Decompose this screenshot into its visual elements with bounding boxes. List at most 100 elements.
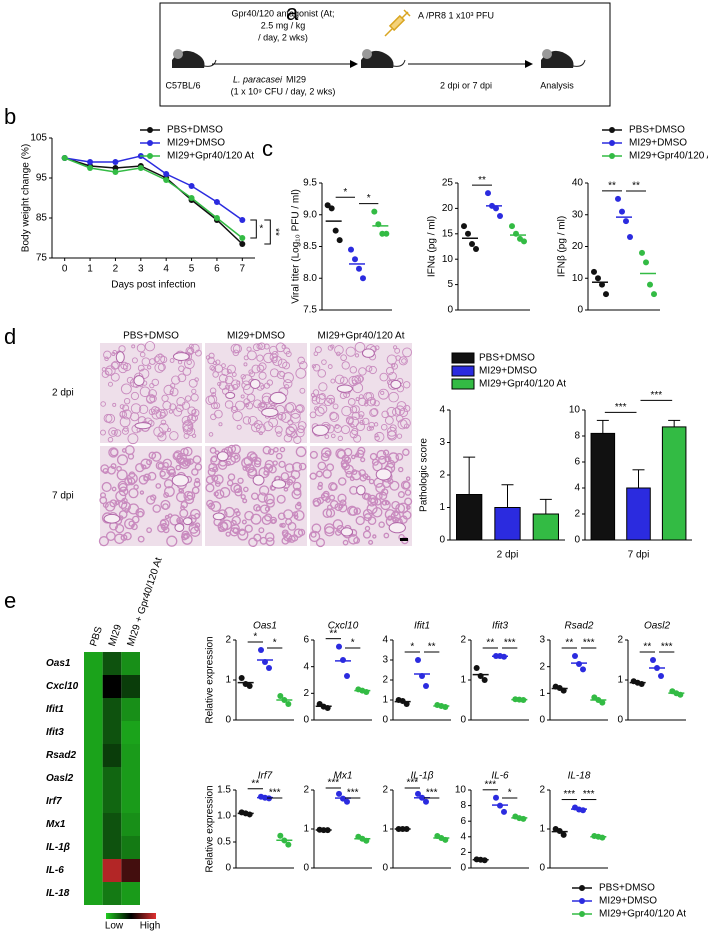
tissue: [274, 425, 283, 434]
tissue: [390, 363, 396, 368]
tissue: [229, 527, 239, 537]
tissue: [349, 476, 355, 482]
tissue: [359, 474, 367, 482]
tissue: [258, 431, 263, 436]
mouse-icon: [172, 49, 586, 68]
tissue: [237, 477, 244, 484]
tissue: [327, 345, 334, 351]
y-axis-label: Relative expression: [205, 636, 216, 723]
tissue: [340, 354, 347, 362]
tissue: [105, 365, 116, 376]
tissue: [147, 365, 152, 370]
significance-label: **: [565, 638, 573, 649]
tissue: [349, 405, 358, 414]
tissue: [362, 508, 373, 519]
tissue: [166, 535, 178, 547]
tissue: [290, 412, 301, 424]
tissue: [249, 452, 258, 462]
tissue: [214, 364, 223, 373]
vessel: [340, 527, 354, 537]
histology-row: 7 dpi: [52, 491, 74, 502]
tissue: [207, 467, 216, 477]
tissue: [341, 405, 352, 417]
tissue: [148, 451, 157, 460]
tissue: [190, 393, 199, 402]
tissue: [336, 449, 347, 460]
tissue: [355, 515, 365, 526]
significance-label: *: [259, 224, 263, 235]
data-point: [328, 205, 335, 212]
data-point: [627, 233, 633, 240]
data-point: [638, 681, 645, 687]
vessel: [115, 351, 125, 364]
y-tick-label: 0: [460, 863, 466, 874]
tissue: [311, 523, 322, 534]
tissue: [320, 452, 330, 462]
column-label: MI29: [107, 623, 124, 648]
heatmap-cell: [102, 675, 122, 698]
tissue: [189, 508, 201, 520]
tissue: [119, 410, 126, 417]
tissue: [186, 427, 196, 436]
y-tick-label: 4: [382, 635, 388, 646]
tissue: [105, 413, 116, 424]
data-point: [258, 647, 264, 653]
y-tick-label: 15: [442, 228, 454, 239]
tissue: [329, 494, 336, 501]
heatmap-cell: [102, 859, 122, 882]
tissue: [295, 404, 305, 414]
tissue: [317, 481, 323, 487]
data-point: [615, 195, 621, 202]
tissue: [247, 468, 258, 479]
tissue: [175, 455, 185, 465]
tissue: [114, 533, 125, 545]
tissue: [365, 365, 373, 373]
heatmap-cell: [121, 836, 140, 859]
tissue: [263, 493, 275, 505]
tissue: [366, 426, 372, 432]
tissue: [383, 532, 390, 539]
probiotic-species: L. paracasei: [233, 74, 283, 84]
tissue: [121, 427, 129, 435]
tissue: [212, 371, 219, 378]
tissue: [175, 464, 181, 471]
tissue: [318, 382, 328, 392]
tissue: [240, 394, 245, 399]
tissue: [155, 408, 166, 420]
x-tick-label: 0: [62, 264, 68, 275]
significance-label: *: [410, 642, 414, 653]
x-axis-label: Days post infection: [111, 280, 196, 291]
vessel: [216, 451, 229, 462]
heatmap-cell: [121, 675, 140, 698]
tissue: [283, 347, 291, 355]
tissue: [340, 462, 348, 469]
tissue: [387, 430, 398, 441]
vessel: [388, 522, 406, 534]
tissue: [404, 489, 412, 496]
tissue: [163, 479, 174, 489]
tissue: [283, 379, 293, 389]
tissue: [280, 472, 290, 481]
data-point: [473, 665, 480, 671]
tissue: [356, 422, 365, 432]
y-tick-label: 1: [539, 824, 545, 835]
tissue: [342, 539, 349, 546]
y-tick-label: 3: [439, 437, 445, 448]
tissue: [146, 394, 155, 404]
y-tick-label: 10: [455, 785, 467, 796]
tissue: [363, 392, 373, 402]
tissue: [168, 409, 174, 414]
y-tick-label: 0: [439, 535, 445, 546]
schematic-box: [159, 2, 611, 107]
y-tick-label: 3: [539, 635, 545, 646]
significance-label: **: [486, 638, 494, 649]
tissue: [370, 408, 379, 417]
tissue: [149, 395, 157, 403]
tissue: [264, 506, 271, 512]
tissue: [345, 346, 356, 357]
tissue: [401, 358, 407, 364]
significance-label: **: [428, 642, 436, 653]
row-label: Irf7: [46, 796, 62, 807]
heatmap-cell: [121, 767, 140, 790]
tissue: [396, 401, 407, 411]
